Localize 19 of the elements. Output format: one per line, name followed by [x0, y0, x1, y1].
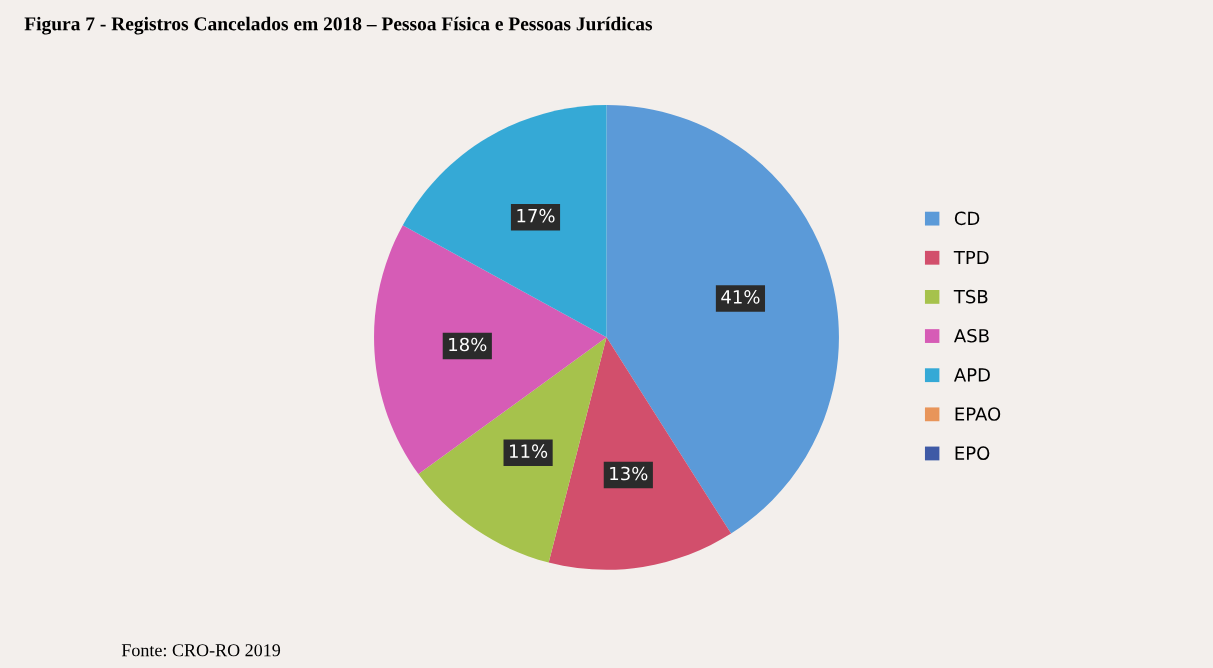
- legend-label: ASB: [953, 328, 989, 343]
- chart-title: Figura 7 - Registros Cancelados em 2018 – Pessoa Física e Pessoas Jurídicas: [24, 16, 653, 35]
- data-label: 11%: [510, 444, 548, 458]
- data-label: 18%: [449, 337, 487, 352]
- legend-label: TSB: [953, 289, 988, 304]
- pie-slice: [402, 104, 607, 338]
- pie-slice: [374, 225, 607, 474]
- data-label: 13%: [610, 466, 648, 481]
- legend-label: EPO: [955, 446, 990, 460]
- legend-label: TPD: [953, 250, 989, 265]
- legend-label: CD: [954, 211, 980, 226]
- legend-label: EPAO: [955, 407, 1001, 421]
- source-note: Fonte: CRO-RO 2019: [121, 644, 281, 657]
- pie-slice: [418, 337, 607, 563]
- data-label: 41%: [721, 290, 760, 304]
- pie-slice: [606, 104, 839, 534]
- legend-label: APD: [953, 368, 990, 382]
- data-label: 17%: [517, 208, 555, 223]
- pie-slice: [548, 337, 732, 570]
